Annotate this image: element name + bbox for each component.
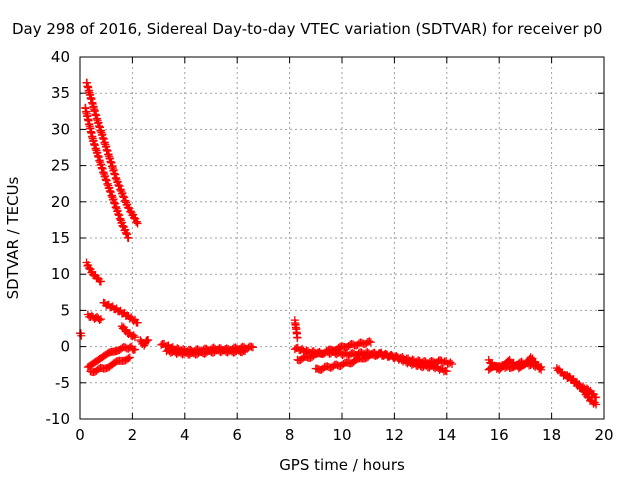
data-series-arc-5	[83, 310, 105, 324]
data-series-arc-12	[162, 345, 250, 359]
data-point	[96, 315, 105, 324]
data-series-arc-10	[86, 353, 134, 377]
x-tick-label: 14	[437, 426, 456, 444]
y-tick-label: 30	[51, 120, 70, 138]
y-tick-label: -5	[55, 374, 70, 392]
data-series-arc-13	[290, 316, 302, 342]
data-series-arc-7	[76, 329, 86, 340]
x-tick-label: 0	[75, 426, 85, 444]
y-tick-label: 25	[51, 157, 70, 175]
y-tick-label: 40	[51, 48, 70, 66]
chart-title: Day 298 of 2016, Sidereal Day-to-day VTE…	[12, 20, 602, 38]
x-tick-label: 16	[490, 426, 509, 444]
data-point	[133, 219, 142, 228]
data-point	[125, 353, 134, 362]
y-tick-label: 15	[51, 229, 70, 247]
x-tick-label: 18	[542, 426, 561, 444]
data-point	[124, 234, 133, 242]
data-series-arc-8	[136, 336, 153, 350]
x-tick-label: 8	[285, 426, 295, 444]
x-tick-label: 10	[332, 426, 351, 444]
data-series-arc-16	[311, 348, 451, 376]
data-point	[446, 358, 455, 367]
data-point	[117, 218, 126, 227]
y-tick-label: 10	[51, 265, 70, 283]
data-point	[95, 315, 104, 324]
data-point	[583, 392, 592, 401]
data-point	[448, 359, 457, 368]
y-tick-label: 0	[60, 338, 70, 356]
data-series-arc-20	[563, 371, 601, 409]
data-point	[241, 346, 250, 355]
y-tick-label: 20	[51, 193, 70, 211]
data-series-arc-1	[82, 78, 142, 228]
data-point	[366, 338, 375, 347]
tick-labels: 0 2 4 6 8 10 12 14 16 18 20 -10 -5 0 5 10 15 20 25 30 35 40	[46, 48, 614, 444]
data-point	[140, 341, 149, 350]
plot-frame	[79, 56, 605, 420]
x-tick-label: 12	[385, 426, 404, 444]
plot-area	[76, 78, 601, 409]
data-point	[77, 331, 86, 340]
data-point	[293, 333, 302, 342]
y-axis-label: SDTVAR / TECUs	[4, 176, 22, 299]
data-point	[592, 393, 601, 402]
data-series-arc-6	[117, 322, 140, 342]
data-series-arc-2	[81, 103, 133, 242]
data-point	[537, 365, 546, 374]
data-point	[129, 331, 138, 340]
data-point	[131, 345, 140, 354]
data-point	[442, 367, 451, 376]
data-point	[133, 318, 142, 327]
data-point	[365, 337, 374, 346]
data-point	[248, 343, 257, 352]
data-point	[132, 217, 141, 226]
y-tick-label: 35	[51, 84, 70, 102]
data-series-arc-9	[83, 342, 140, 372]
x-tick-label: 4	[180, 426, 190, 444]
x-axis-label: GPS time / hours	[279, 456, 405, 474]
y-tick-label: 5	[60, 301, 70, 319]
data-series-arc-18	[484, 353, 546, 374]
data-point	[121, 228, 130, 237]
data-point	[96, 277, 105, 286]
data-point	[131, 333, 140, 342]
data-point	[535, 364, 544, 373]
data-series-arc-3	[82, 258, 105, 286]
x-tick-label: 6	[232, 426, 242, 444]
data-point	[142, 336, 151, 345]
x-tick-label: 20	[594, 426, 613, 444]
data-series-arc-4	[99, 298, 142, 327]
data-point	[144, 336, 153, 345]
y-tick-label: -10	[46, 410, 71, 428]
data-point	[124, 354, 133, 363]
x-tick-label: 2	[128, 426, 138, 444]
data-point	[592, 400, 601, 409]
data-point	[123, 230, 132, 239]
